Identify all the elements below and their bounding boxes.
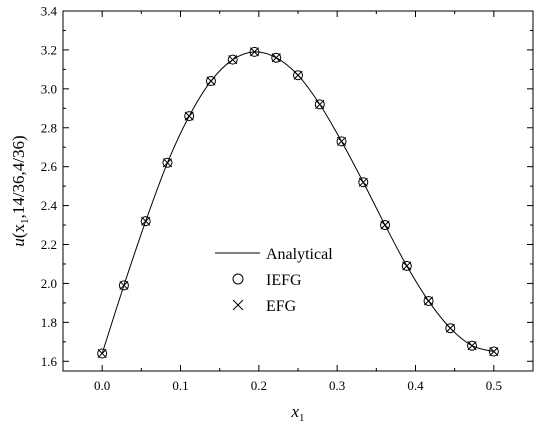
efg-point — [336, 136, 347, 146]
efg-point — [424, 296, 434, 306]
efg-point — [206, 76, 216, 86]
x-tick-label: 0.4 — [407, 378, 424, 393]
y-tick-label: 3.0 — [41, 81, 57, 96]
efg-point — [293, 70, 303, 80]
efg-point — [119, 280, 129, 290]
y-tick-label: 2.8 — [41, 120, 57, 135]
y-tick-label: 2.0 — [41, 276, 57, 291]
efg-point — [162, 158, 172, 168]
efg-point — [184, 111, 194, 121]
tick-group: 0.0 0.1 0.2 0.3 0.4 0.5 1.6 1.8 2.0 2.2 2.4 2.6 2.8 3… — [41, 4, 534, 393]
iefg-point — [314, 99, 325, 110]
efg-point — [228, 55, 238, 65]
legend-label-iefg: IEFG — [266, 272, 302, 289]
efg-point — [358, 177, 368, 187]
x-tick-label: 0.0 — [94, 378, 110, 393]
iefg-point — [445, 323, 456, 334]
legend-cross-swatch — [232, 299, 244, 311]
x-tick-label: 0.1 — [172, 378, 188, 393]
efg-point — [97, 348, 107, 359]
iefg-point — [184, 111, 195, 122]
efg-point — [249, 47, 260, 57]
x-tick-label: 0.2 — [251, 378, 267, 393]
y-tick-label: 2.2 — [41, 237, 57, 252]
x-axis-title-sub: 1 — [299, 412, 305, 424]
y-tick-label: 2.4 — [41, 198, 58, 213]
efg-point — [315, 99, 325, 109]
iefg-point — [162, 157, 173, 168]
y-axis-title-sub: 1 — [19, 218, 31, 224]
y-axis-title-rest: ,14/36,4/36) — [9, 135, 28, 218]
efg-point — [467, 341, 477, 351]
legend: Analytical IEFG EFG — [215, 246, 333, 315]
iefg-point — [423, 295, 434, 306]
iefg-point — [467, 340, 478, 351]
y-tick-label: 1.6 — [41, 354, 58, 369]
x-axis-title-base: x — [290, 402, 299, 421]
efg-point — [380, 220, 390, 230]
iefg-point — [488, 346, 499, 357]
series-layer — [97, 46, 499, 359]
y-axis-title: u(x1,14/36,4/36) — [9, 135, 31, 246]
iefg-point — [401, 260, 412, 271]
y-axis-title-open: (x — [9, 223, 28, 238]
iefg-point — [336, 136, 347, 147]
legend-label-analytical: Analytical — [266, 246, 333, 263]
efg-point — [271, 53, 281, 63]
x-tick-label: 0.5 — [486, 378, 502, 393]
x-tick-label: 0.3 — [329, 378, 345, 393]
iefg-point — [380, 220, 391, 231]
y-tick-label: 3.2 — [41, 42, 57, 57]
y-tick-label: 3.4 — [41, 4, 58, 19]
legend-label-efg: EFG — [266, 298, 297, 315]
y-axis-title-base: u — [9, 238, 28, 247]
y-tick-label: 2.6 — [41, 159, 58, 174]
x-axis-title: x1 — [290, 402, 304, 424]
iefg-point — [249, 46, 260, 57]
efg-point — [402, 261, 412, 271]
legend-circle-swatch — [232, 273, 244, 285]
iefg-point — [358, 177, 369, 188]
iefg-point — [271, 52, 282, 63]
iefg-point — [97, 348, 108, 359]
iefg-point — [293, 70, 303, 81]
iefg-point — [140, 216, 151, 227]
efg-point — [141, 216, 151, 226]
y-tick-label: 1.8 — [41, 315, 57, 330]
efg-point — [489, 346, 499, 357]
iefg-point — [118, 280, 129, 291]
efg-point — [445, 323, 455, 333]
iefg-point — [205, 76, 216, 87]
iefg-point — [227, 54, 238, 65]
plot-frame — [62, 10, 534, 372]
series-analytical-line — [101, 51, 494, 354]
